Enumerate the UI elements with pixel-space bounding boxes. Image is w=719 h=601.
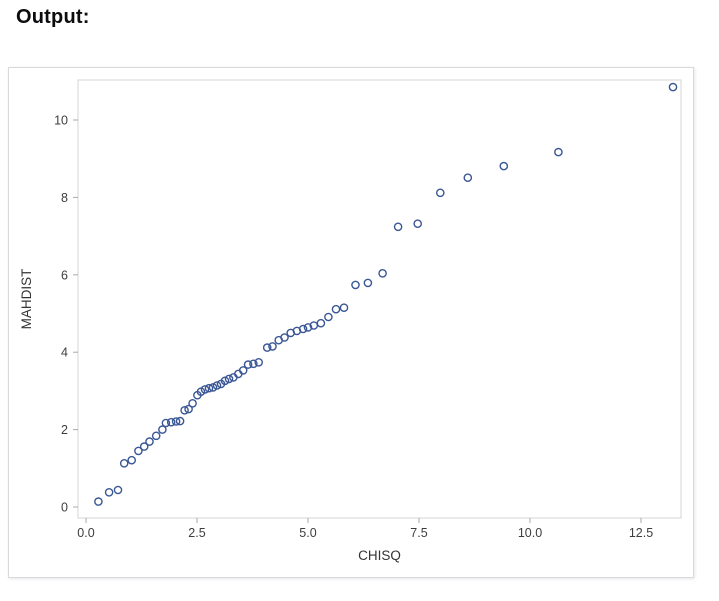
data-point: [254, 357, 263, 367]
figure-box: 0.0 2.5 5.0 7.5 10.0 12.5 0 2 4 6 8 10 CHISQ MAHDIST: [8, 67, 694, 578]
data-point: [127, 455, 136, 465]
x-tick-label: 7.5: [410, 526, 427, 540]
y-tick-label: 6: [61, 268, 68, 282]
data-point: [134, 446, 143, 456]
data-point: [238, 366, 248, 375]
x-tick-label: 0.0: [77, 526, 94, 540]
data-point: [331, 304, 341, 314]
data-point: [175, 416, 185, 426]
y-axis-label: MAHDIST: [19, 269, 34, 330]
data-point: [180, 405, 189, 415]
data-point: [145, 437, 154, 446]
data-point: [161, 418, 171, 428]
y-tick-label: 10: [54, 114, 68, 128]
data-point: [94, 497, 103, 506]
data-point: [413, 219, 423, 228]
data-point: [166, 417, 176, 427]
y-tick-label: 2: [61, 423, 68, 437]
y-tick-label: 8: [61, 191, 68, 205]
data-point: [463, 173, 473, 182]
data-point: [378, 268, 387, 278]
plot-panel: [77, 79, 682, 519]
data-point: [188, 398, 197, 408]
data-point: [499, 161, 509, 171]
data-point: [554, 147, 563, 157]
output-heading: Output:: [16, 6, 90, 28]
y-tick-label: 4: [61, 346, 68, 360]
data-point: [151, 431, 161, 441]
x-tick-label: 12.5: [629, 526, 653, 540]
y-tick-label: 0: [61, 501, 68, 515]
data-point: [435, 188, 445, 198]
data-point: [298, 324, 308, 334]
data-point: [243, 360, 253, 369]
data-point: [324, 312, 333, 322]
x-tick-label: 10.0: [518, 526, 542, 540]
data-point: [316, 318, 326, 328]
data-point: [104, 487, 114, 497]
data-point: [280, 333, 289, 342]
x-tick-label: 2.5: [188, 526, 205, 540]
data-point: [212, 381, 222, 390]
data-point: [249, 359, 258, 369]
data-point: [262, 343, 272, 352]
data-point: [200, 385, 210, 394]
data-point: [171, 417, 181, 426]
scatter-plot: 0.0 2.5 5.0 7.5 10.0 12.5 0 2 4 6 8 10 CHISQ MAHDIST: [19, 79, 682, 563]
x-tick-label: 5.0: [299, 526, 316, 540]
data-point: [208, 383, 218, 392]
data-point: [204, 383, 214, 393]
data-point: [158, 425, 167, 434]
data-point: [393, 222, 403, 232]
data-point: [303, 323, 313, 332]
data-point: [363, 278, 373, 288]
data-point: [339, 303, 349, 312]
data-point: [351, 280, 360, 290]
data-point: [268, 342, 277, 351]
data-point: [224, 374, 234, 384]
data-point: [119, 458, 129, 468]
data-point: [139, 442, 149, 451]
data-point: [220, 376, 230, 386]
data-point: [113, 485, 123, 495]
x-axis-label: CHISQ: [358, 548, 401, 563]
data-point: [668, 82, 678, 92]
data-point: [184, 404, 193, 414]
